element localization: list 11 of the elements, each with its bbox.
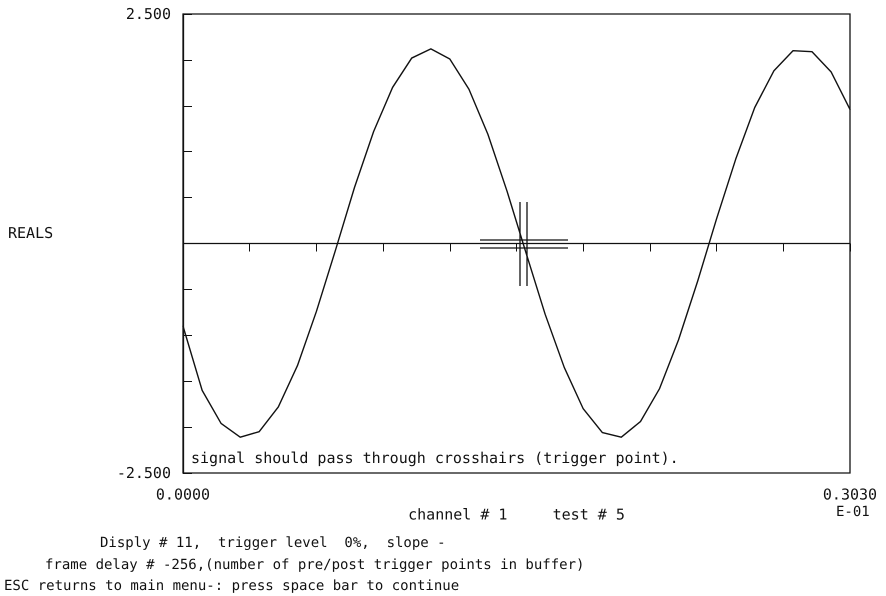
text: ESC returns to main menu-: press space bar to continue	[4, 578, 460, 594]
text: E-01	[836, 504, 870, 520]
text: Disply # 11, trigger level 0%, slope -	[100, 535, 446, 551]
x-axis-title: channel # 1 test # 5	[408, 505, 625, 524]
annotation: signal should pass through crosshairs (trigger point).	[187, 447, 683, 469]
x-tick-label: 0.0000	[156, 486, 210, 504]
text: frame delay # -256,(number of pre/post trigger points in buffer)	[45, 557, 584, 573]
text: REALS	[8, 224, 54, 242]
x-tick-label: 0.3030	[822, 486, 878, 504]
y-tick-label: 2.500	[126, 5, 171, 23]
y-tick-label: -2.500	[116, 464, 171, 482]
